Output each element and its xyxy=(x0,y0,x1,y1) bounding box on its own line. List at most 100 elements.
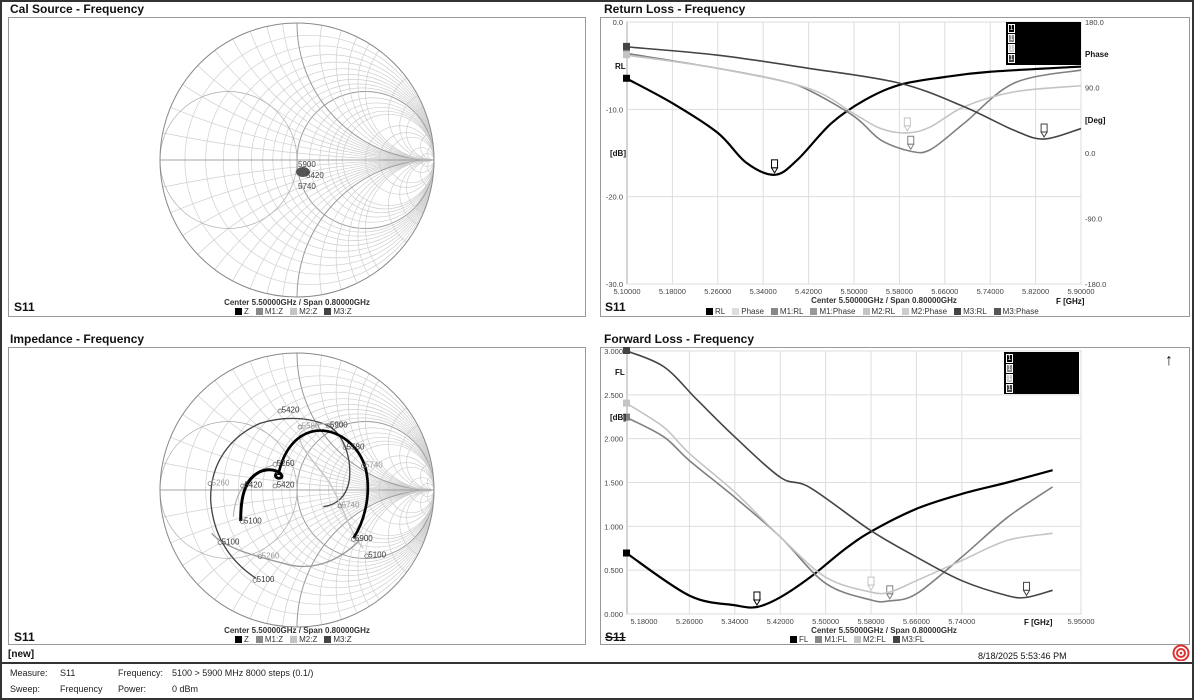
point-label: 5100 xyxy=(244,516,262,525)
legend-item[interactable]: M1:Phase xyxy=(810,307,856,316)
legend-item[interactable]: Phase xyxy=(732,307,764,316)
y-tick-label: 2.000 xyxy=(604,435,623,444)
y-tick-label: -10.0 xyxy=(606,105,623,114)
legend-item[interactable]: Z xyxy=(235,307,249,316)
legend-item[interactable]: M1:FL xyxy=(815,635,847,644)
legend-label: M2:FL xyxy=(863,635,886,644)
reactance-arc xyxy=(387,489,435,573)
legend-label: M3:Z xyxy=(333,307,352,316)
x-tick-label: 5.82000 xyxy=(1022,287,1049,296)
legend-item[interactable]: M1:Z xyxy=(255,635,283,644)
marker-readout: 1 xyxy=(1006,384,1013,393)
legend-label: Phase xyxy=(741,307,764,316)
point-label: 5260 xyxy=(262,551,280,560)
legend-swatch xyxy=(954,308,962,315)
reactance-arc xyxy=(420,462,435,491)
reactance-arc xyxy=(296,489,435,628)
legend-label: M2:Phase xyxy=(911,307,948,316)
y2-tick-label: 180.0 xyxy=(1085,18,1104,27)
x-tick-label: 5.95000 xyxy=(1067,617,1094,626)
legend-item[interactable]: M2:Phase xyxy=(902,307,947,316)
legend-item[interactable]: M1:Z xyxy=(255,307,283,316)
reactance-arc xyxy=(365,489,435,600)
legend-item[interactable]: Z xyxy=(235,635,249,644)
legend-label: Z xyxy=(244,307,249,316)
y-tick-label: 1.000 xyxy=(604,522,623,531)
legend-swatch xyxy=(324,308,332,315)
reactance-arc xyxy=(335,159,435,290)
marker-point xyxy=(297,424,303,430)
x-tick-label: 5.66000 xyxy=(903,617,930,626)
reactance-arc xyxy=(399,95,435,161)
legend-item[interactable]: M2:FL xyxy=(854,635,886,644)
legend-label: M1:Phase xyxy=(819,307,856,316)
marker-triangle xyxy=(753,599,761,606)
marker-point xyxy=(325,423,331,429)
legend-item[interactable]: M3:Z xyxy=(324,635,352,644)
impedance-trace-label: S11 xyxy=(14,630,35,644)
legend-item[interactable]: FL xyxy=(790,635,808,644)
marker-triangle xyxy=(903,125,912,132)
marker-readout: 1 xyxy=(1008,54,1015,63)
legend-swatch xyxy=(815,636,823,643)
marker-readout: 1 xyxy=(1006,354,1013,363)
reactance-arc xyxy=(365,50,435,161)
point-label: 5420 xyxy=(282,406,300,415)
status-bar: Measure: S11 Frequency: 5100 > 5900 MHz … xyxy=(0,662,1194,700)
rl-x-unit: F [GHz] xyxy=(1056,297,1085,306)
scroll-up-arrow-icon[interactable]: ↑ xyxy=(1165,352,1173,369)
marker-flag xyxy=(1023,581,1031,591)
marker-flag xyxy=(753,591,761,601)
legend-item[interactable]: M3:RL xyxy=(954,307,987,316)
y-tick-label: 2.500 xyxy=(604,391,623,400)
cal-source-center-span: Center 5.50000GHz / Span 0.80000GHz xyxy=(224,298,370,307)
smith-outer-circle xyxy=(159,22,435,298)
y-tick-label: 3.000 xyxy=(604,347,623,356)
point-label: 5420 xyxy=(244,481,262,490)
marker-point xyxy=(277,408,283,414)
marker-point xyxy=(337,503,343,509)
cal-source-title: Cal Source - Frequency xyxy=(10,2,145,16)
trace-cluster xyxy=(296,167,310,177)
cal-source-legend: Z M1:Z M2:Z M3:Z xyxy=(235,307,352,316)
reactance-arc xyxy=(387,407,435,491)
legend-label: M2:Z xyxy=(299,635,318,644)
marker-readout: 1 xyxy=(1008,34,1015,43)
series-start-marker xyxy=(623,399,630,407)
forward-loss-trace-label: S11 xyxy=(605,630,626,644)
legend-swatch xyxy=(235,636,242,643)
impedance-title: Impedance - Frequency xyxy=(10,332,145,346)
legend-swatch xyxy=(255,636,263,643)
legend-item[interactable]: M1:RL xyxy=(770,307,803,316)
legend-item[interactable]: RL xyxy=(706,307,725,316)
marker-point xyxy=(272,461,278,467)
legend-swatch xyxy=(790,636,797,643)
legend-item[interactable]: M2:Z xyxy=(290,635,317,644)
legend-item[interactable]: M2:Z xyxy=(290,307,317,316)
legend-item[interactable]: M3:FL xyxy=(892,635,924,644)
reactance-arc xyxy=(296,22,435,161)
rl-axis-label: RL xyxy=(615,62,626,71)
legend-label: RL xyxy=(715,307,726,316)
legend-label: M3:Phase xyxy=(1002,307,1039,316)
legend-label: FL xyxy=(799,635,809,644)
forward-loss-title: Forward Loss - Frequency xyxy=(604,332,755,346)
marker-readout: 1 xyxy=(1006,364,1013,373)
impedance-trace xyxy=(209,417,351,579)
marker-triangle xyxy=(906,143,915,151)
x-tick-label: 5.26000 xyxy=(676,617,703,626)
legend-item[interactable]: M3:Z xyxy=(324,307,352,316)
fl-x-unit: F [GHz] xyxy=(1024,618,1053,627)
marker-point xyxy=(239,519,245,524)
legend-item[interactable]: M2:RL xyxy=(862,307,895,316)
reactance-arc xyxy=(365,159,435,270)
series-start-marker xyxy=(623,51,630,59)
marker-triangle xyxy=(867,584,875,592)
legend-item[interactable]: M3:Phase xyxy=(993,307,1039,316)
reactance-arc xyxy=(319,25,435,161)
y2-tick-label: -180.0 xyxy=(1085,280,1106,289)
reactance-arc xyxy=(335,30,435,161)
series-line-m3-fl xyxy=(626,350,1053,599)
